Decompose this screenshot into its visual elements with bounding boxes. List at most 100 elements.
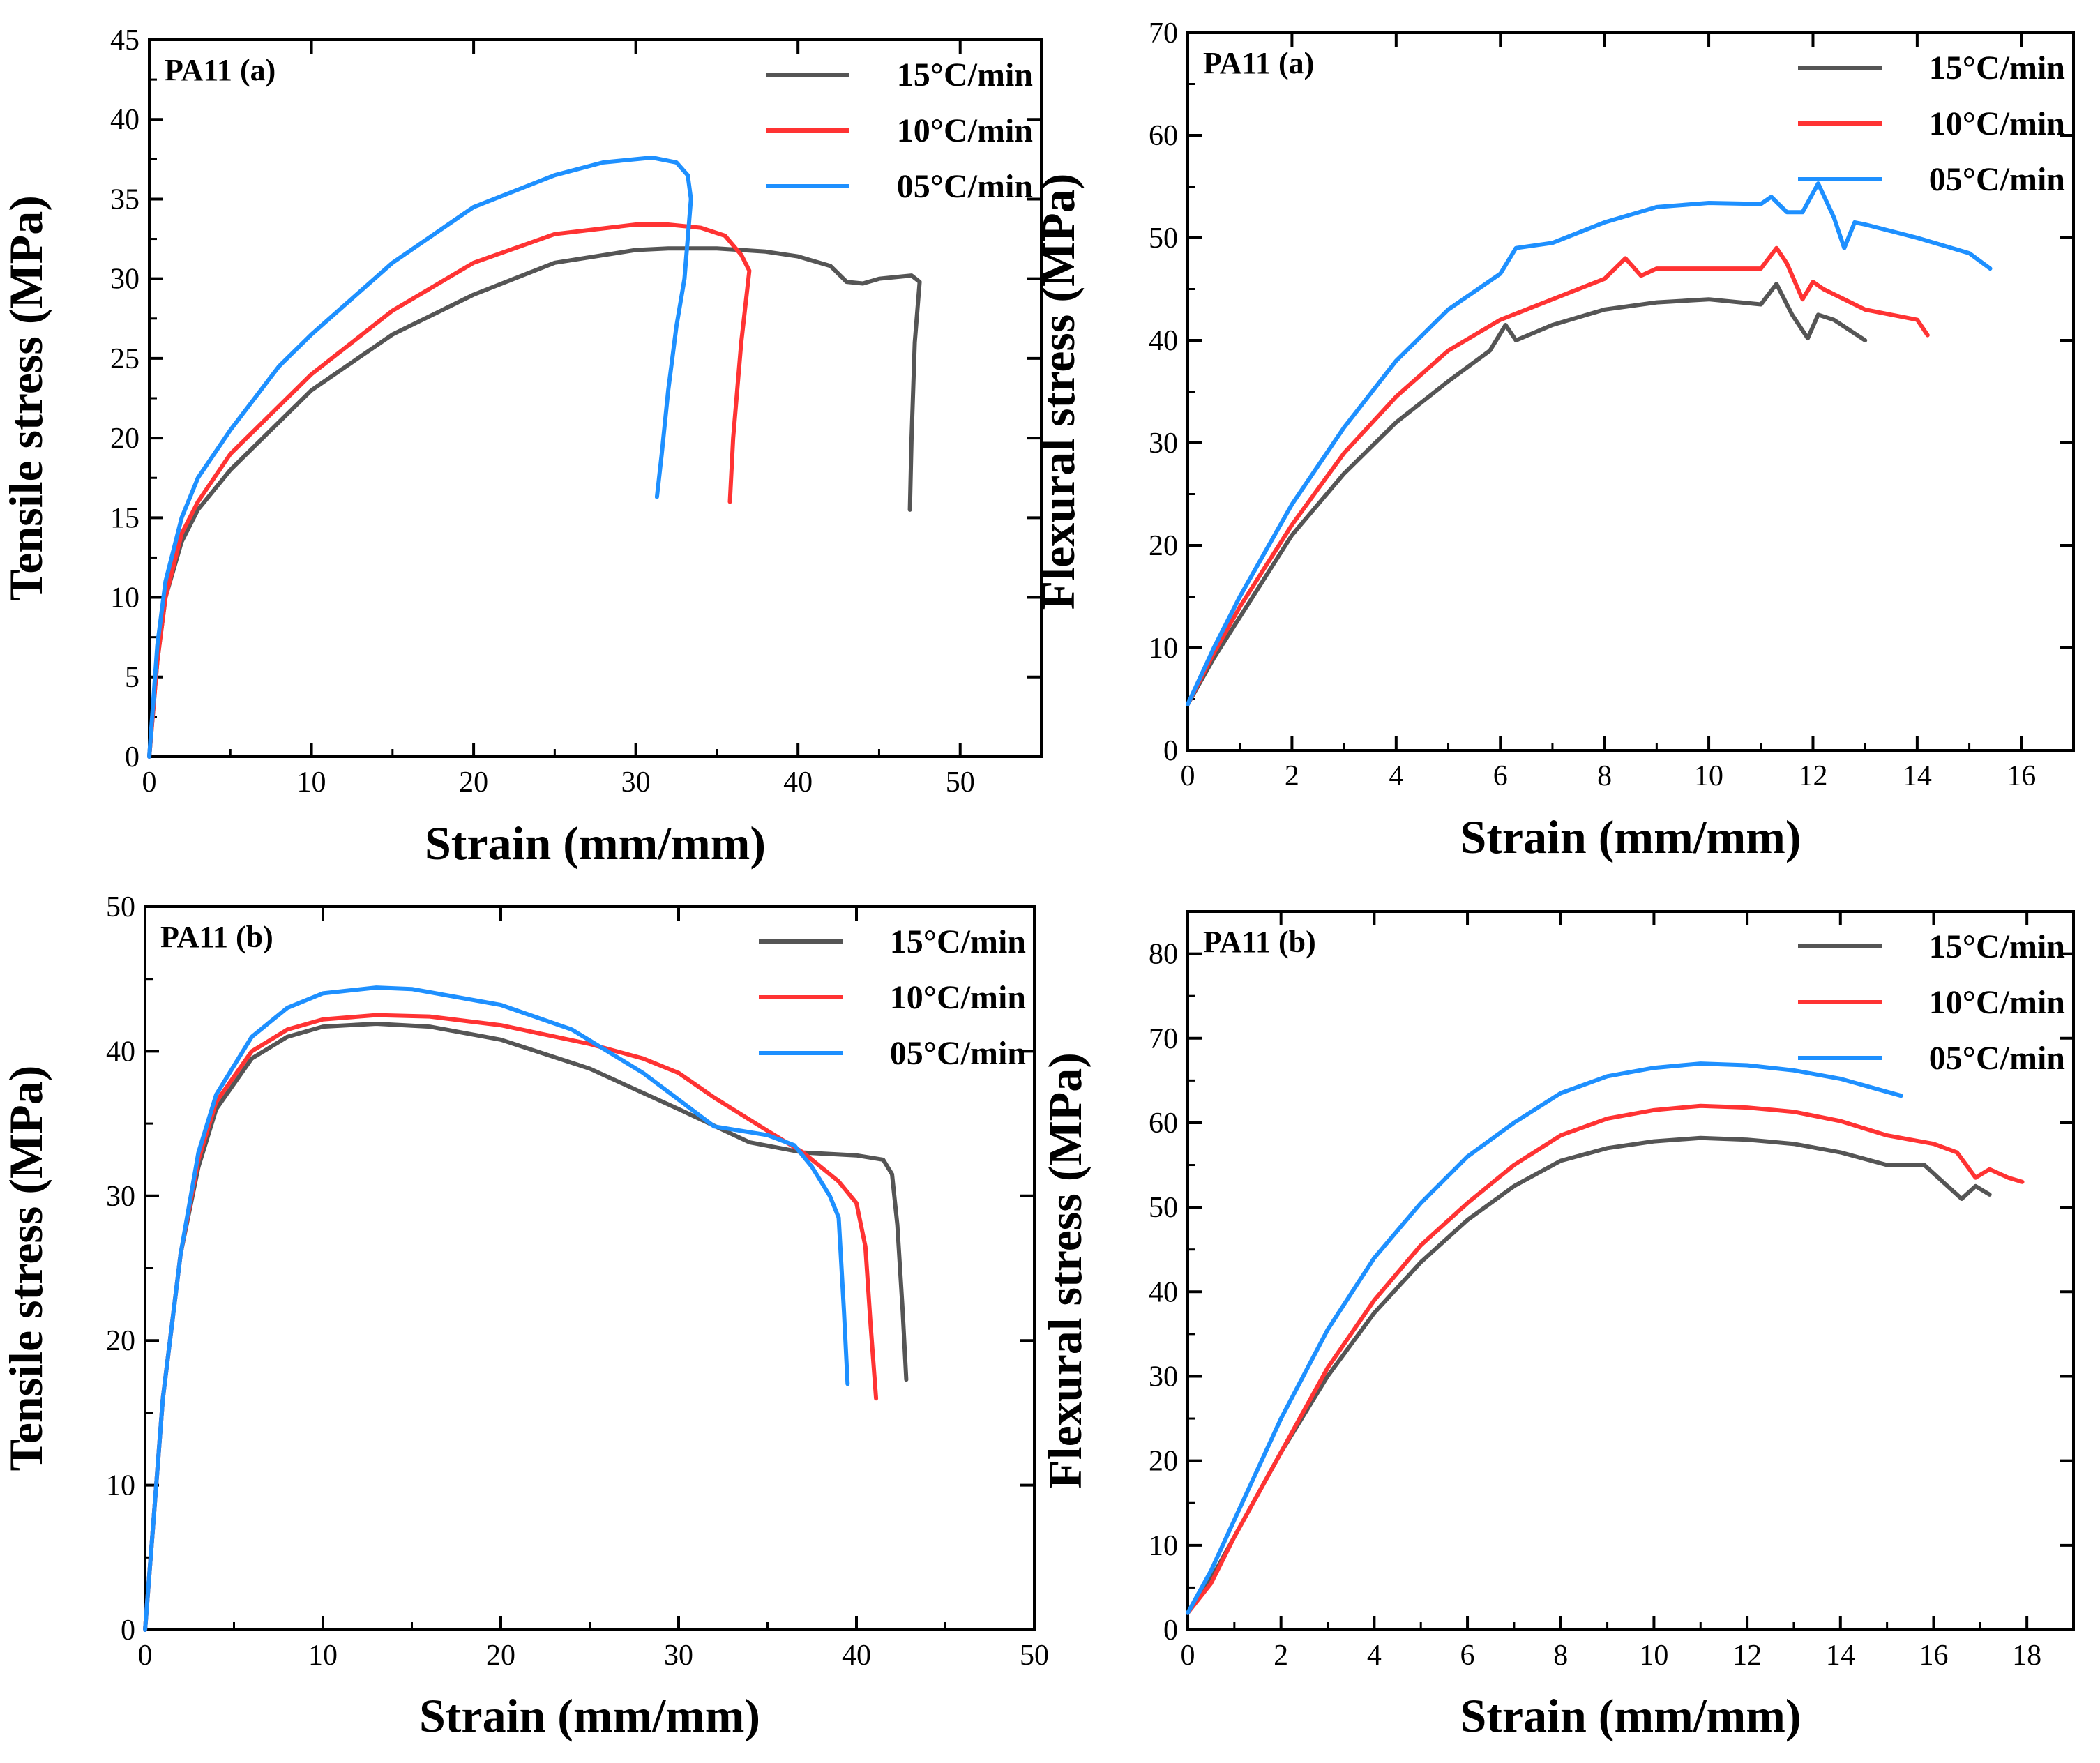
y-tick-label: 0 xyxy=(121,1614,135,1647)
panel-label: PA11 (b) xyxy=(1203,925,1316,959)
series-line xyxy=(147,222,752,759)
series-line xyxy=(1186,1103,2025,1615)
legend-label: 05°C/min xyxy=(890,1035,1026,1072)
y-tick-label: 70 xyxy=(1149,17,1178,50)
x-tick-label: 16 xyxy=(2007,760,2036,792)
legend-label: 15°C/min xyxy=(1929,50,2065,86)
y-tick-label: 30 xyxy=(1149,427,1178,460)
x-tick-label: 16 xyxy=(1919,1640,1948,1672)
y-tick-label: 5 xyxy=(125,662,139,694)
x-tick-label: 10 xyxy=(1639,1640,1668,1672)
legend-label: 10°C/min xyxy=(897,112,1033,149)
y-tick-label: 50 xyxy=(1149,1192,1178,1224)
y-tick-label: 80 xyxy=(1149,939,1178,971)
x-axis-title: Strain (mm/mm) xyxy=(1460,810,1801,863)
y-tick-label: 10 xyxy=(1149,1530,1178,1562)
x-tick-label: 20 xyxy=(486,1640,515,1672)
y-tick-label: 40 xyxy=(1149,325,1178,357)
chart-tensile-a: 0 10 20 30 40 50 0 5 10 15 20 25 30 35 40 45 Strain (mm/… xyxy=(0,24,1043,870)
series-line xyxy=(143,1022,909,1632)
series-line xyxy=(147,246,922,759)
legend-label: 05°C/min xyxy=(897,168,1033,205)
panel-label: PA11 (a) xyxy=(165,53,275,87)
y-tick-label: 20 xyxy=(1149,1446,1178,1478)
series-line xyxy=(1186,245,1930,706)
x-tick-label: 0 xyxy=(138,1640,153,1672)
y-tick-label: 30 xyxy=(106,1181,135,1213)
y-tick-label: 10 xyxy=(1149,633,1178,665)
chart-flexural-a: 0 2 4 6 8 10 12 14 16 0 10 20 30 40 50 60 70 Strain (mm/m… xyxy=(1032,17,2075,863)
y-axis-title: Flexural stress (MPa) xyxy=(1032,174,1085,610)
y-axis-title: Tensile stress (MPa) xyxy=(0,1066,52,1471)
series-line xyxy=(147,156,693,759)
x-tick-label: 40 xyxy=(783,766,813,799)
x-tick-label: 2 xyxy=(1285,760,1299,792)
y-tick-label: 30 xyxy=(110,264,139,296)
x-tick-label: 4 xyxy=(1389,760,1403,792)
x-tick-label: 6 xyxy=(1493,760,1508,792)
legend-label: 10°C/min xyxy=(1929,105,2065,142)
y-tick-label: 40 xyxy=(106,1036,135,1068)
y-tick-label: 60 xyxy=(1149,120,1178,152)
panel-label: PA11 (a) xyxy=(1203,46,1314,80)
chart-tensile-b: 0 10 20 30 40 50 0 10 20 30 40 50 Strain (mm/mm) Tens… xyxy=(0,891,1049,1742)
legend-label: 05°C/min xyxy=(1929,161,2065,198)
series-line xyxy=(1186,181,1993,706)
series-line xyxy=(1186,1135,1992,1615)
chart-flexural-b: 0 2 4 6 8 10 12 14 16 18 0 10 20 30 40 50 60 70 80 Strain (… xyxy=(1038,910,2075,1742)
y-tick-label: 20 xyxy=(1149,530,1178,562)
x-tick-label: 40 xyxy=(842,1640,871,1672)
y-tick-label: 60 xyxy=(1149,1107,1178,1140)
legend-label: 15°C/min xyxy=(1929,928,2065,965)
x-tick-label: 20 xyxy=(459,766,488,799)
x-tick-label: 10 xyxy=(1694,760,1723,792)
legend-label: 10°C/min xyxy=(1929,984,2065,1021)
x-tick-label: 50 xyxy=(1020,1640,1049,1672)
y-axis-title: Tensile stress (MPa) xyxy=(0,195,52,601)
y-tick-label: 40 xyxy=(110,104,139,136)
series-line xyxy=(1186,1061,1903,1615)
x-tick-label: 30 xyxy=(621,766,651,799)
y-tick-label: 10 xyxy=(110,582,139,614)
x-tick-label: 10 xyxy=(308,1640,338,1672)
y-axis-title: Flexural stress (MPa) xyxy=(1038,1052,1091,1489)
x-axis-title: Strain (mm/mm) xyxy=(1460,1689,1801,1742)
y-tick-label: 40 xyxy=(1149,1276,1178,1308)
y-tick-label: 25 xyxy=(110,343,139,375)
x-tick-label: 0 xyxy=(1181,1640,1195,1672)
x-tick-label: 50 xyxy=(946,766,975,799)
y-tick-label: 70 xyxy=(1149,1023,1178,1055)
x-tick-label: 0 xyxy=(142,766,157,799)
y-tick-label: 0 xyxy=(1163,1614,1178,1647)
y-tick-label: 45 xyxy=(110,24,139,56)
legend-label: 15°C/min xyxy=(897,56,1033,93)
x-tick-label: 0 xyxy=(1181,760,1195,792)
x-tick-label: 18 xyxy=(2012,1640,2041,1672)
y-tick-label: 0 xyxy=(1163,735,1178,767)
y-tick-label: 20 xyxy=(110,423,139,455)
x-tick-label: 14 xyxy=(1903,760,1932,792)
series-line xyxy=(1186,282,1868,706)
y-tick-label: 0 xyxy=(125,741,139,773)
legend-label: 10°C/min xyxy=(890,979,1026,1016)
plot-frame xyxy=(1186,910,2075,1631)
x-tick-label: 12 xyxy=(1732,1640,1762,1672)
x-tick-label: 10 xyxy=(297,766,326,799)
x-tick-label: 8 xyxy=(1597,760,1612,792)
x-tick-label: 30 xyxy=(664,1640,693,1672)
legend-label: 15°C/min xyxy=(890,923,1026,960)
y-tick-label: 50 xyxy=(1149,222,1178,255)
x-tick-label: 6 xyxy=(1460,1640,1475,1672)
x-axis-title: Strain (mm/mm) xyxy=(419,1689,760,1742)
y-tick-label: 50 xyxy=(106,891,135,923)
series-line xyxy=(143,985,850,1632)
y-tick-label: 15 xyxy=(110,502,139,534)
x-tick-label: 8 xyxy=(1553,1640,1568,1672)
x-tick-label: 12 xyxy=(1798,760,1827,792)
y-tick-label: 10 xyxy=(106,1470,135,1502)
x-axis-title: Strain (mm/mm) xyxy=(425,817,766,870)
y-tick-label: 35 xyxy=(110,183,139,215)
x-tick-label: 14 xyxy=(1826,1640,1855,1672)
x-tick-label: 4 xyxy=(1367,1640,1382,1672)
